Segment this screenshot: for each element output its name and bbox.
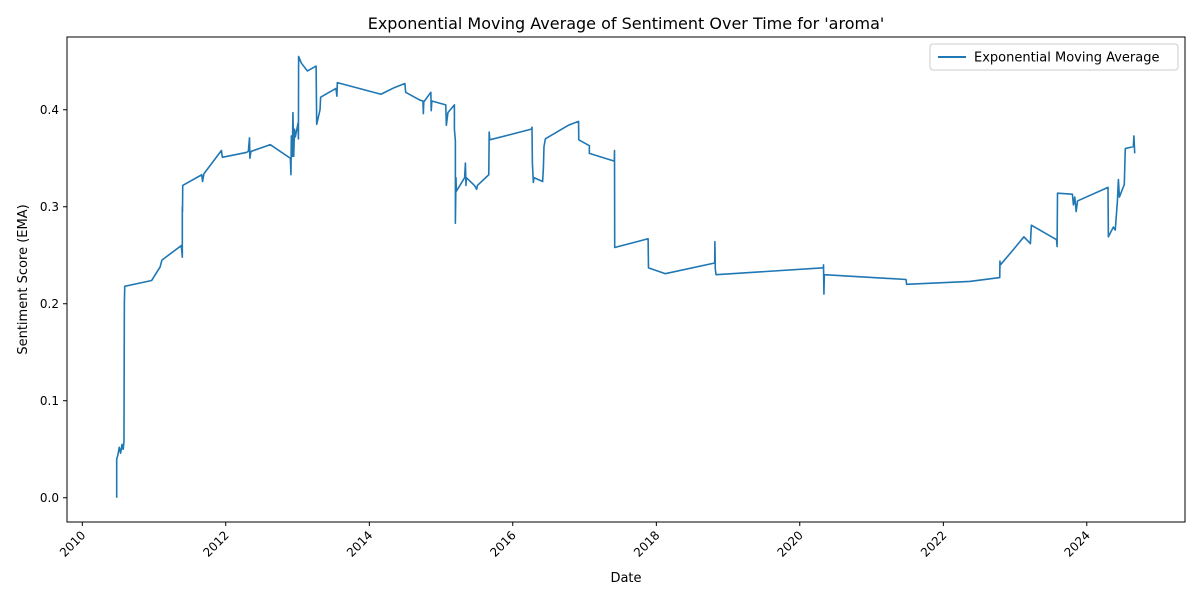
chart-title: Exponential Moving Average of Sentiment … xyxy=(368,14,885,33)
y-axis-label: Sentiment Score (EMA) xyxy=(16,204,31,354)
plot-area xyxy=(115,55,1136,498)
plot-frame xyxy=(66,36,1186,523)
x-tick-label: 2024 xyxy=(1061,528,1092,559)
y-tick-label: 0.1 xyxy=(40,394,59,408)
x-tick-label: 2020 xyxy=(774,528,805,559)
x-tick-label: 2018 xyxy=(631,528,662,559)
y-tick-label: 0.0 xyxy=(40,491,59,505)
legend-box xyxy=(929,43,1179,71)
y-tick-label: 0.4 xyxy=(40,103,59,117)
y-tick-label: 0.3 xyxy=(40,200,59,214)
legend: Exponential Moving Average xyxy=(929,43,1179,71)
x-tick-label: 2022 xyxy=(918,528,949,559)
x-tick-label: 2016 xyxy=(487,528,518,559)
x-axis: 2010 2012 2014 2016 2018 2020 2022 2024 xyxy=(57,522,1093,560)
y-tick-label: 0.2 xyxy=(40,297,59,311)
x-axis-label: Date xyxy=(610,571,641,586)
legend-entry: Exponential Moving Average xyxy=(974,51,1160,66)
x-tick-label: 2010 xyxy=(57,528,88,559)
x-tick-label: 2012 xyxy=(200,528,231,559)
x-tick-label: 2014 xyxy=(344,528,375,559)
y-axis: 0.0 0.1 0.2 0.3 0.4 xyxy=(40,103,67,505)
series-line xyxy=(115,55,1136,498)
